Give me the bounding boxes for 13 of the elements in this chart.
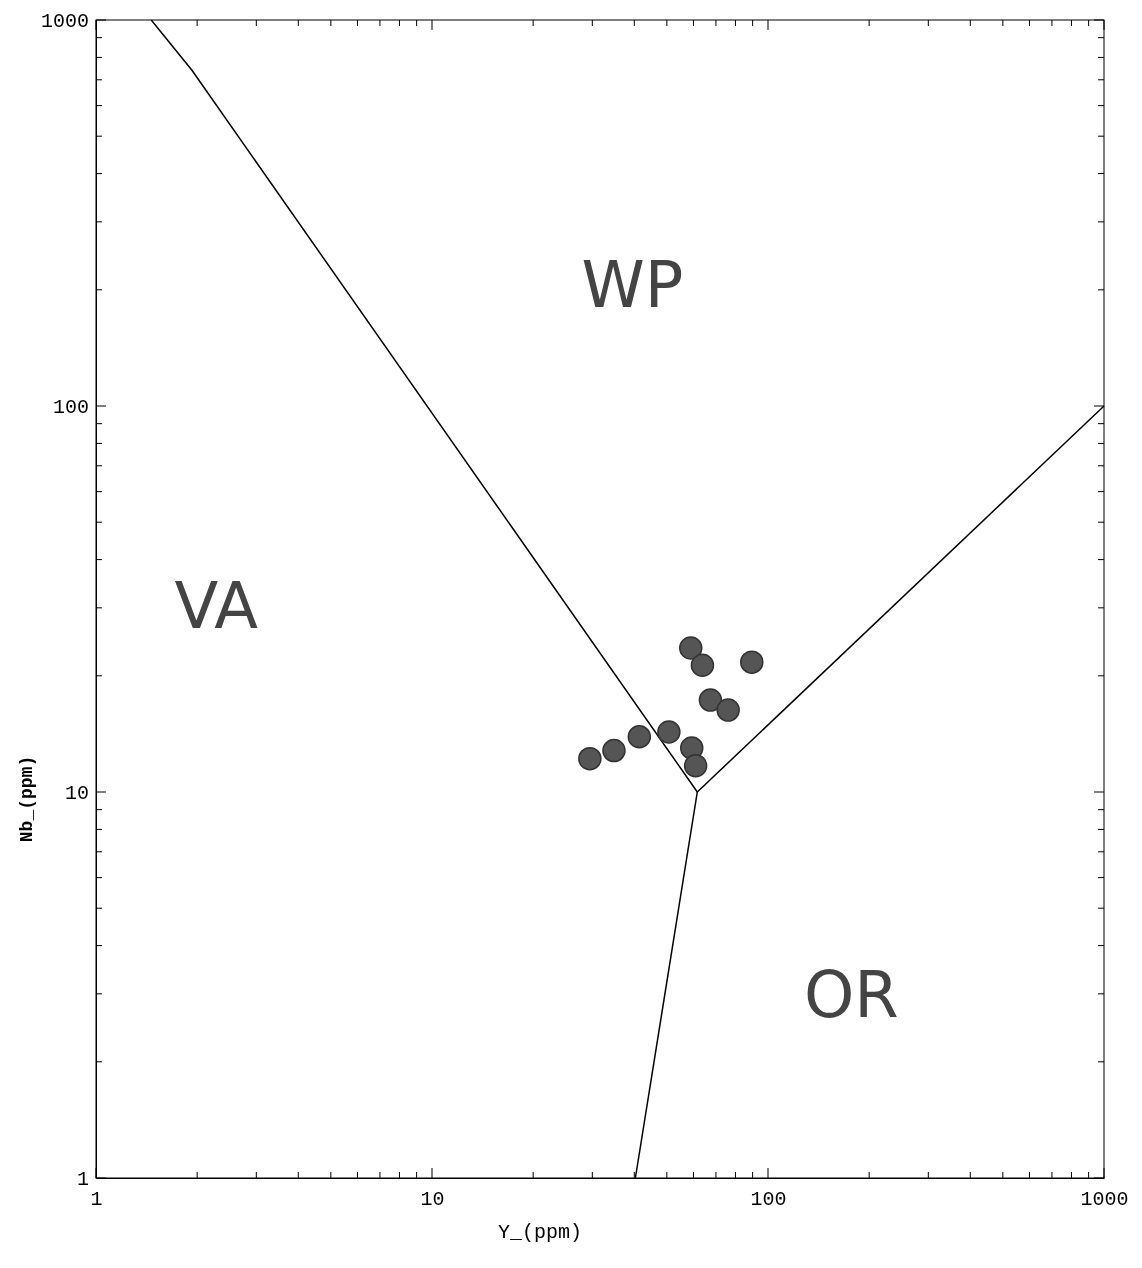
y-tick-label: 1 [76,1167,89,1191]
annotation: WP [581,248,684,323]
y-tick-label: 10 [64,781,89,805]
annotation: OR [803,958,899,1033]
x-tick-label: 1 [90,1188,103,1211]
x-tick-label: 10 [420,1188,445,1211]
annotation: VA [174,569,259,644]
x-axis-title: Y_(ppm) [497,1221,583,1244]
x-tick-label: 100 [750,1188,787,1211]
y-axis-title: Nb_(ppm) [17,755,37,843]
x-tick-label: 1000 [1080,1188,1129,1211]
y-tick-label: 100 [52,395,89,419]
y-tick-label: 1000 [40,9,89,33]
